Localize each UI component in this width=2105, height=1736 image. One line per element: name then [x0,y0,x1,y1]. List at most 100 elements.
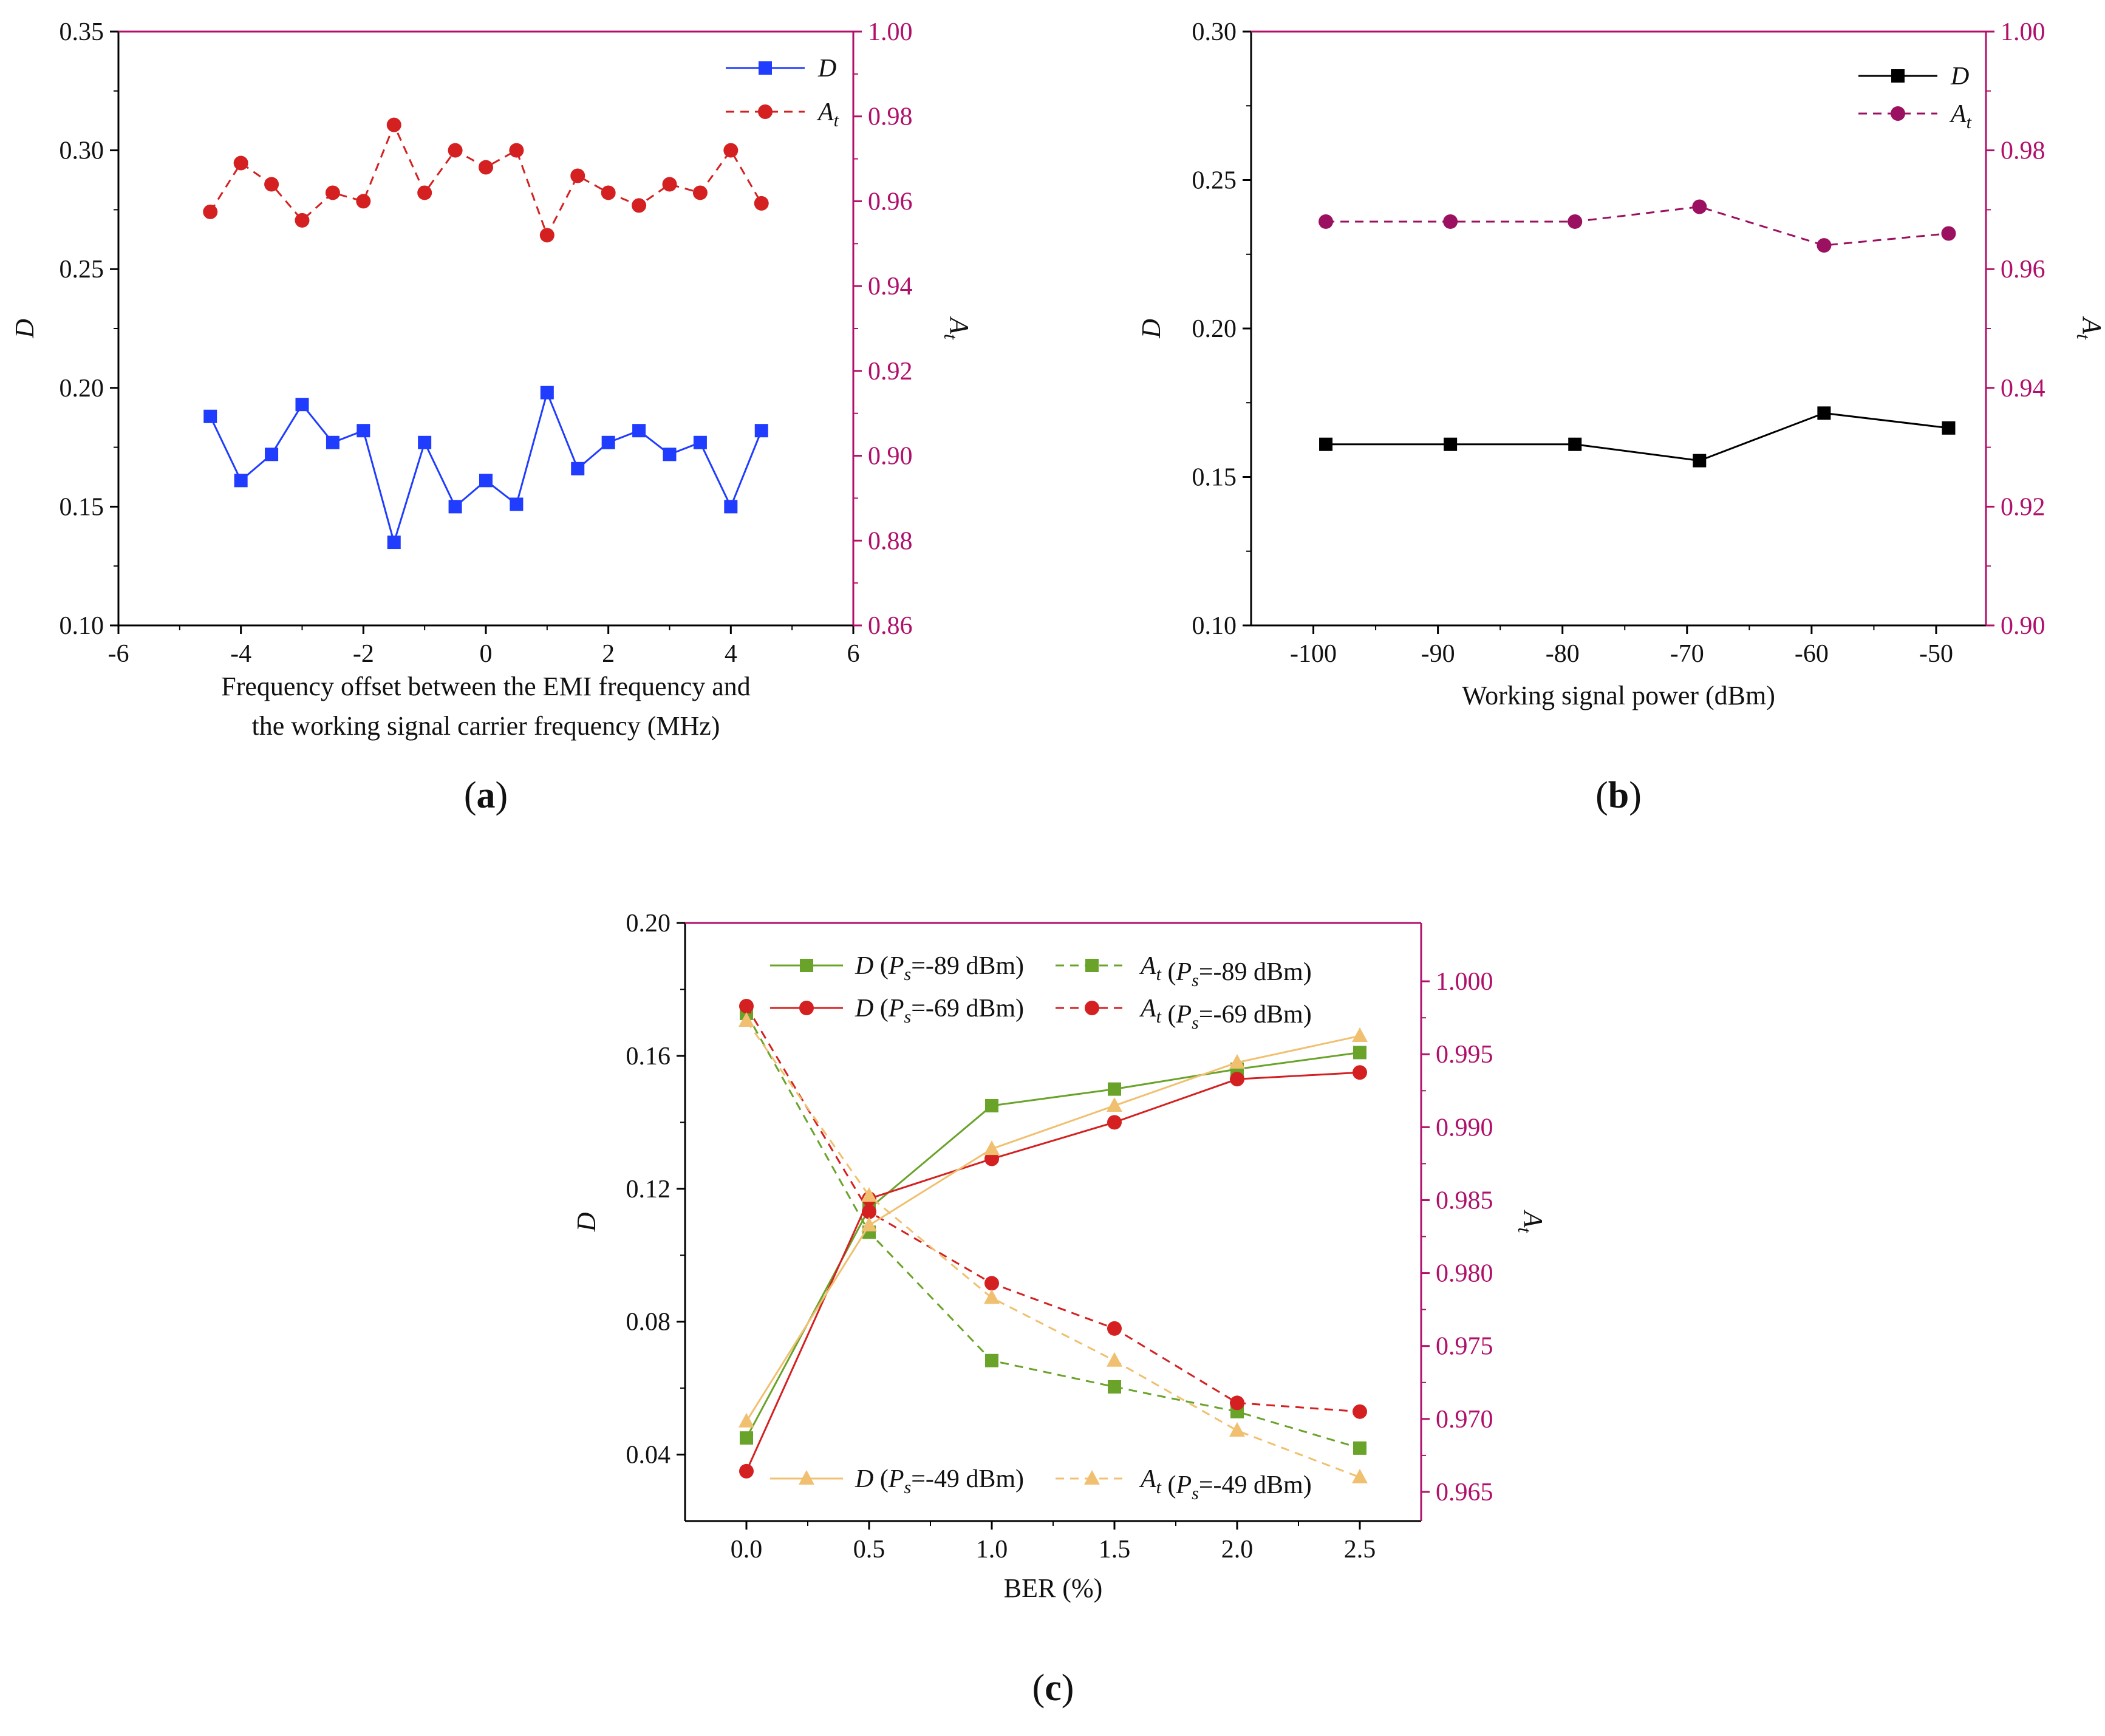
x-axis-label: BER (%) [1004,1573,1103,1603]
y2-axis-label: At [940,316,974,340]
data-point [1568,437,1582,451]
y2-tick-label: 0.970 [1436,1406,1493,1434]
y-tick-label: 0.12 [626,1176,671,1203]
legend-series-subscript: t [1156,964,1162,984]
data-point [1444,437,1458,451]
x-tick-label: 1.5 [1099,1536,1131,1564]
legend-ps-subscript: s [904,1477,912,1497]
legend-series-name: D [855,952,873,980]
legend-ps-subscript: s [1192,1483,1199,1503]
y2-axis-label-subscript: t [940,334,962,340]
data-point [1107,1321,1122,1336]
legend-ps-symbol: P [888,995,904,1023]
data-point [739,1012,754,1027]
x-axis-label: the working signal carrier frequency (MH… [252,711,720,741]
legend-entry: D [726,55,836,83]
series-5 [739,1012,1368,1483]
y-tick-label: 0.10 [1192,612,1237,640]
legend-marker [799,1470,814,1485]
y-tick-label: 0.30 [60,137,104,165]
y2-axis-label-main: A [1518,1210,1548,1228]
series-0 [1319,406,1956,468]
legend-label: D (Ps=-89 dBm) [855,952,1024,984]
data-point [1693,454,1707,468]
legend-paren-open: ( [1161,1471,1176,1499]
y-tick-label: 0.15 [60,493,104,521]
y-tick-label: 0.35 [60,18,104,46]
caption-paren-close: ) [1062,1667,1074,1709]
data-point [295,213,310,228]
y2-tick-label: 1.000 [1436,968,1493,996]
data-point [1107,1097,1122,1112]
data-point [325,185,340,200]
data-point [203,409,217,423]
y2-tick-label: 0.92 [2001,493,2045,521]
y-tick-label: 0.15 [1192,464,1237,492]
y-axis-label: D [571,1212,601,1232]
legend-label: At (Ps=-69 dBm) [1139,995,1312,1033]
legend-ps-subscript: s [1192,970,1199,990]
series-line [745,1051,1360,1438]
legend-ps-value: =-69 dBm) [1199,1001,1312,1029]
legend-paren-open: ( [873,952,889,980]
series-line [1326,412,1949,462]
series-1 [1319,199,1956,253]
data-point [601,435,615,449]
data-point [632,424,646,438]
caption-paren-close: ) [496,775,508,816]
y2-tick-label: 0.975 [1436,1333,1493,1361]
legend-series-name: A [1949,100,1967,128]
legend-label: At [816,98,839,131]
legend-series-name: D [855,1465,873,1493]
legend-ps-symbol: P [1176,1001,1192,1029]
data-point [479,474,493,488]
y2-tick-label: 1.00 [2001,18,2045,46]
caption-letter: c [1045,1667,1062,1709]
data-point [1352,1468,1368,1483]
data-point [1108,1082,1121,1096]
data-point [387,536,401,550]
data-point [234,474,248,488]
y2-axis-label-subscript: t [2073,334,2095,340]
data-point [1817,238,1832,253]
y-tick-label: 0.25 [1192,167,1237,195]
y2-tick-label: 0.990 [1436,1114,1493,1142]
series-line [1326,205,1949,247]
data-point [740,1431,753,1445]
x-tick-label: -50 [1919,640,1953,668]
legend-ps-value: =-69 dBm) [911,995,1024,1023]
y2-axis-label: At [1514,1210,1548,1234]
data-point [540,386,554,400]
x-tick-label: 0.0 [731,1536,763,1564]
data-point [448,143,463,158]
y2-tick-label: 0.995 [1436,1041,1493,1069]
data-point [984,1140,1000,1156]
x-tick-label: 6 [847,640,860,668]
y2-tick-label: 0.92 [868,358,913,386]
legend-series-name: A [816,98,834,126]
series-line [209,122,763,238]
y2-tick-label: 0.94 [2001,375,2045,403]
series-line [745,1071,1360,1472]
legend-entry: D (Ps=-89 dBm) [770,952,1024,984]
legend-ps-value: =-89 dBm) [911,952,1024,980]
legend-label: At [1949,100,1972,132]
series-3 [739,998,1367,1419]
y-tick-label: 0.16 [626,1043,671,1071]
legend-series-subscript: t [1156,1007,1162,1027]
x-tick-label: -90 [1421,640,1455,668]
x-tick-label: -80 [1546,640,1580,668]
legend-marker [1085,1001,1099,1015]
legend-entry: At (Ps=-49 dBm) [1056,1465,1312,1503]
x-tick-label: 0 [480,640,493,668]
data-point [356,194,371,209]
y2-tick-label: 0.980 [1436,1260,1493,1288]
series-line [745,1013,1360,1449]
y2-tick-label: 0.90 [2001,612,2045,640]
data-point [479,160,493,175]
y-tick-label: 0.30 [1192,18,1237,46]
data-point [984,1289,1000,1304]
data-point [1107,1352,1122,1367]
x-tick-label: 0.5 [853,1536,885,1564]
